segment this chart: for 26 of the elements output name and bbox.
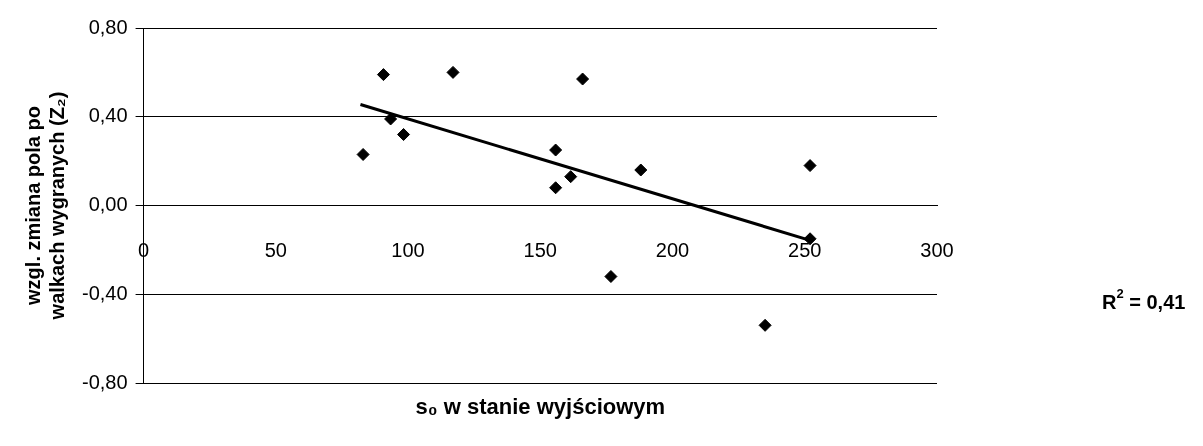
- y-tick-label: -0,80: [81, 370, 128, 393]
- x-axis-title: s₀ w stanie wyjściowym: [415, 394, 666, 420]
- point: [549, 181, 563, 195]
- y-axis-title: wzgl. zmiana pola po walkach wygranych (Z₂): [21, 91, 68, 321]
- point: [376, 68, 390, 82]
- point: [446, 65, 460, 79]
- point: [634, 163, 648, 177]
- y-tick-label: -0,40: [81, 281, 128, 304]
- x-tick-label: 300: [920, 239, 954, 262]
- point: [604, 270, 618, 283]
- point: [576, 72, 590, 86]
- point: [564, 170, 578, 184]
- x-tick-label: 200: [655, 239, 690, 262]
- point: [758, 318, 772, 332]
- point: [384, 112, 398, 126]
- y-tick-label: 0,80: [88, 15, 128, 38]
- point: [397, 128, 411, 141]
- x-tick-label: 250: [788, 239, 822, 262]
- y-tick-label: 0,40: [88, 104, 128, 127]
- x-tick-label: 150: [523, 239, 557, 262]
- point: [549, 143, 563, 157]
- x-tick-label: 100: [391, 239, 425, 262]
- x-tick-label: 50: [264, 239, 287, 262]
- point: [803, 159, 817, 173]
- y-tick-label: 0,00: [88, 193, 128, 216]
- point: [356, 147, 370, 161]
